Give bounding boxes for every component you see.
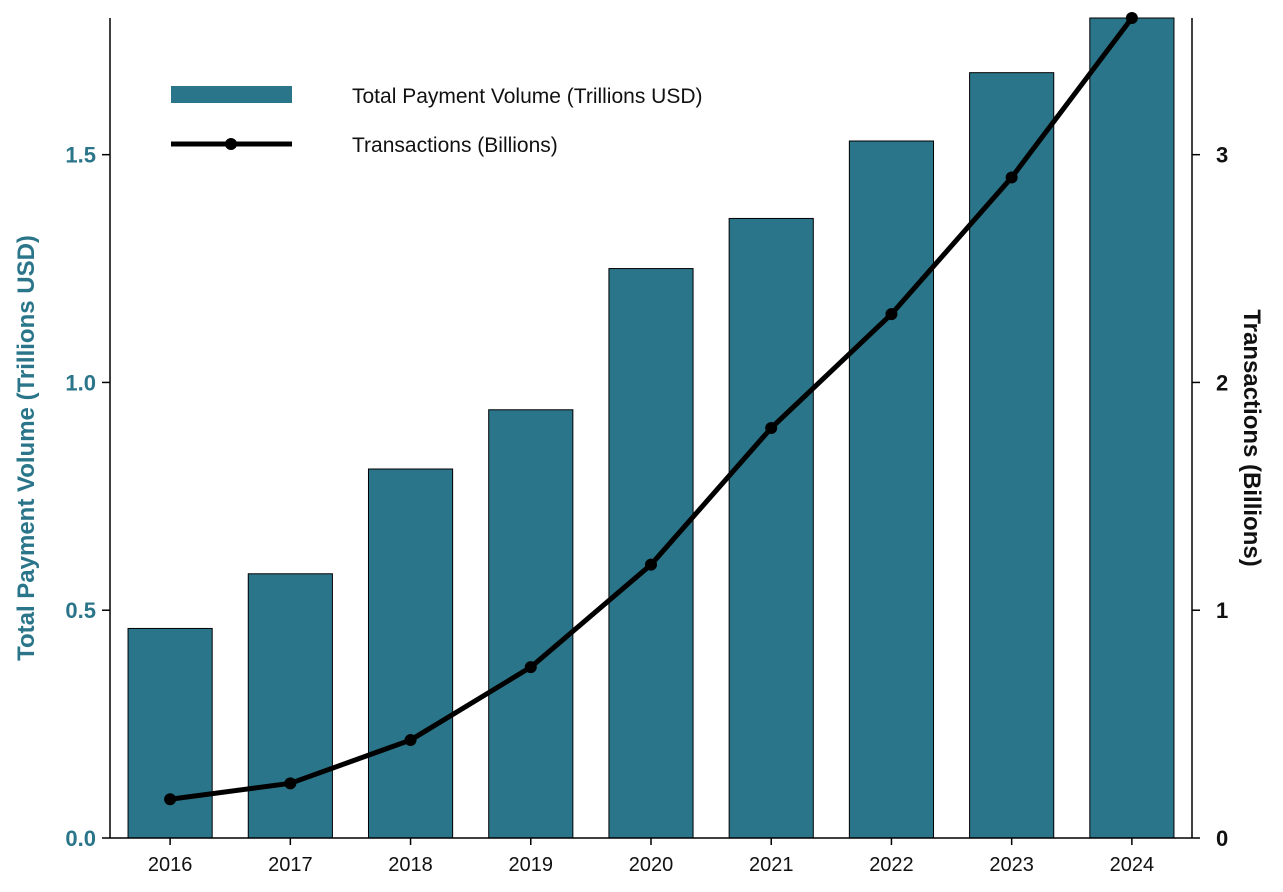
left-tick-label: 0.5 (65, 598, 96, 623)
right-tick-label: 2 (1216, 370, 1228, 395)
x-tick-label: 2024 (1110, 854, 1155, 876)
x-tick-label: 2020 (629, 854, 674, 876)
right-tick-label: 0 (1216, 826, 1228, 851)
right-tick-label: 3 (1216, 143, 1228, 168)
bar-2020 (608, 268, 694, 839)
bar-2019 (488, 409, 574, 839)
x-tick-label: 2019 (509, 854, 554, 876)
left-tick-label: 0.0 (65, 826, 96, 851)
x-tick-label: 2022 (869, 854, 914, 876)
left-axis-title: Total Payment Volume (Trillions USD) (13, 235, 40, 661)
x-tick-label: 2017 (268, 854, 313, 876)
left-tick-label: 1.5 (65, 143, 96, 168)
x-tick-label: 2016 (148, 854, 193, 876)
bar-2016 (127, 627, 213, 839)
transactions-point-2021 (765, 422, 778, 434)
bar-2018 (367, 468, 454, 839)
right-tick-label: 1 (1216, 598, 1228, 623)
legend-line-label: Transactions (Billions) (352, 134, 558, 157)
legend-bar-label: Total Payment Volume (Trillions USD) (352, 85, 703, 108)
bar-2022 (848, 140, 935, 839)
transactions-point-2020 (645, 558, 657, 571)
transactions-point-2018 (404, 734, 417, 747)
transactions-point-2022 (885, 308, 898, 321)
legend-line-marker (225, 138, 237, 150)
right-axis-title: Transactions (Billions) (1238, 309, 1265, 566)
legend-bar-swatch (171, 86, 292, 103)
x-tick-label: 2018 (388, 854, 433, 876)
transactions-line-group (164, 12, 1138, 806)
bar-2024 (1089, 17, 1175, 839)
left-tick-label: 1.0 (65, 370, 96, 395)
transactions-point-2017 (284, 777, 297, 790)
bar-2021 (728, 217, 814, 839)
x-tick-label: 2021 (749, 854, 794, 876)
transactions-point-2019 (524, 661, 537, 674)
x-tick-label: 2023 (989, 854, 1034, 876)
legend: Total Payment Volume (Trillions USD) Tra… (171, 85, 703, 157)
transactions-point-2024 (1125, 12, 1138, 24)
transactions-point-2016 (164, 793, 177, 806)
ticks-group: 0.0 0.5 1.0 1.5 0 1 2 3 2016 2017 2018 2019 2020 2021… (65, 143, 1228, 876)
bar-2023 (969, 72, 1055, 839)
bar-2017 (247, 573, 333, 839)
bars-group (127, 17, 1175, 839)
transactions-point-2023 (1005, 171, 1018, 184)
